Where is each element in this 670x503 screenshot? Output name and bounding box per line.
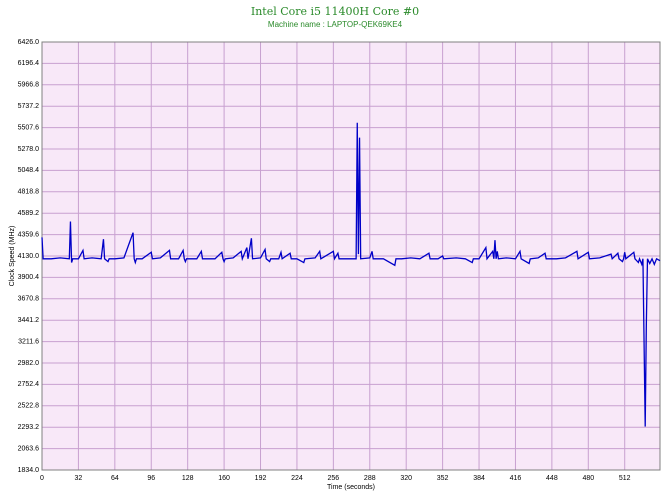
data-line <box>41 122 661 427</box>
chart-title: Intel Core i5 11400H Core #0 <box>251 5 419 18</box>
y-tick-label: 5966.8 <box>18 82 40 89</box>
x-tick-label: 448 <box>546 475 558 482</box>
x-tick-label: 96 <box>147 475 155 482</box>
y-tick-label: 5278.0 <box>18 146 40 153</box>
x-tick-label: 224 <box>291 475 303 482</box>
y-tick-label: 2063.6 <box>18 445 40 452</box>
y-tick-label: 4130.0 <box>18 253 40 260</box>
x-axis-label: Time (seconds) <box>327 484 375 491</box>
x-tick-label: 512 <box>619 475 631 482</box>
y-tick-label: 3900.4 <box>18 274 40 281</box>
x-tick-label: 384 <box>473 475 485 482</box>
y-tick-label: 2982.0 <box>18 360 40 367</box>
y-tick-label: 4818.8 <box>18 189 40 196</box>
x-tick-label: 64 <box>111 475 119 482</box>
y-tick-label: 2752.4 <box>18 381 40 388</box>
chart-subtitle: Machine name : LAPTOP-QEK69KE4 <box>268 20 403 29</box>
x-tick-label: 256 <box>328 475 340 482</box>
x-tick-label: 416 <box>510 475 522 482</box>
x-tick-label: 352 <box>437 475 449 482</box>
y-tick-label: 6196.4 <box>18 60 40 67</box>
x-tick-label: 160 <box>218 475 230 482</box>
y-tick-label: 2522.8 <box>18 403 40 410</box>
y-axis-label: Clock Speed (MHz) <box>9 226 16 287</box>
y-tick-label: 5048.4 <box>18 167 40 174</box>
y-tick-label: 3211.6 <box>18 338 39 345</box>
x-tick-label: 0 <box>40 475 44 482</box>
plot-border <box>41 41 661 471</box>
x-tick-label: 32 <box>75 475 83 482</box>
x-tick-label: 480 <box>582 475 594 482</box>
y-tick-label: 2293.2 <box>18 424 40 431</box>
x-tick-label: 192 <box>255 475 267 482</box>
x-tick-label: 288 <box>364 475 376 482</box>
y-tick-label: 5507.6 <box>18 124 40 131</box>
y-tick-label: 5737.2 <box>18 103 40 110</box>
x-tick-label: 320 <box>400 475 412 482</box>
y-tick-label: 4359.6 <box>18 231 40 238</box>
y-tick-label: 4589.2 <box>18 210 40 217</box>
y-tick-label: 6426.0 <box>18 39 40 46</box>
y-tick-label: 3441.2 <box>18 317 40 324</box>
y-tick-label: 1834.0 <box>18 467 40 474</box>
x-tick-label: 128 <box>182 475 194 482</box>
y-tick-label: 3670.8 <box>18 296 40 303</box>
